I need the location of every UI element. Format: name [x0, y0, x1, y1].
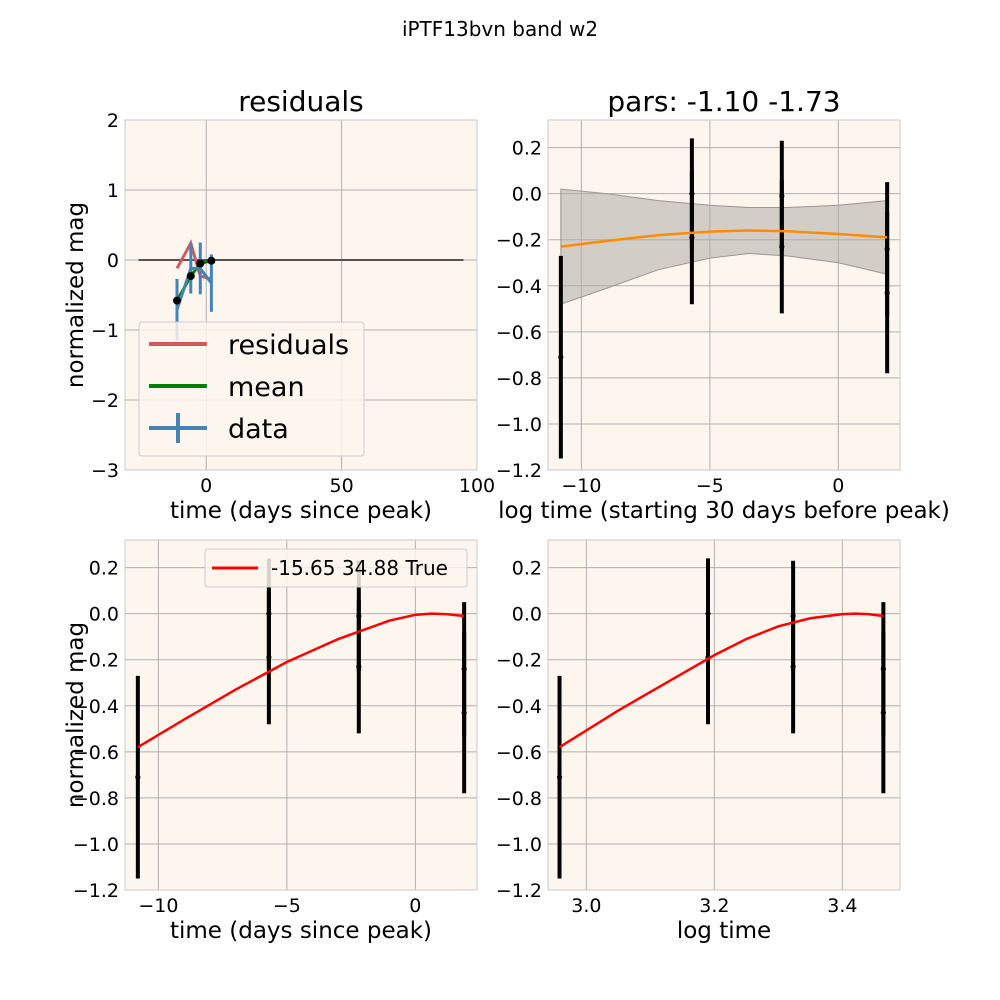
- y-tick-label: 0.2: [89, 558, 119, 580]
- data-point: [356, 664, 362, 670]
- y-tick-label: −1.0: [496, 414, 542, 436]
- plot-data: [558, 138, 890, 459]
- y-tick-label: 1: [107, 180, 119, 202]
- data-point: [172, 296, 181, 305]
- fit-curve: [560, 229, 888, 248]
- y-axis-label: normalized mag: [63, 622, 89, 808]
- data-point: [207, 256, 216, 265]
- y-tick-label: −0.4: [73, 696, 119, 718]
- legend-entry: mean: [228, 372, 305, 403]
- x-tick-label: 100: [459, 475, 495, 497]
- y-tick-label: −1.2: [496, 460, 542, 482]
- y-tick-label: −0.6: [496, 322, 542, 344]
- legend-box: [138, 321, 365, 457]
- y-tick-label: −1.2: [73, 880, 119, 902]
- series-line-data: [175, 266, 213, 311]
- y-tick-label: −1: [91, 320, 119, 342]
- x-tick-label: 0: [200, 475, 212, 497]
- x-tick-label: 50: [330, 475, 354, 497]
- legend-entry: data: [228, 414, 289, 445]
- data-point: [689, 234, 695, 241]
- x-axis-label: time (days since peak): [170, 918, 432, 944]
- axes-frame: [124, 119, 478, 471]
- x-tick-label: −10: [138, 895, 178, 917]
- data-point: [196, 259, 205, 268]
- panel-fit-logtime: 3.0 3.2 3.4 −1.2 −1.0 −0.8 −0.6 −0.4 −0.2 0.0 0.2 l…: [496, 539, 901, 944]
- panel-residuals: 0 50 100 −3 −2 −1 0 1 2 residuals time (days since…: [63, 85, 495, 524]
- y-tick-label: 0.2: [512, 558, 542, 580]
- data-point: [556, 774, 563, 780]
- data-point: [266, 654, 272, 661]
- x-tick-label: 3.2: [699, 895, 729, 917]
- y-tick-label: −0.6: [496, 742, 542, 764]
- data-point: [790, 664, 796, 670]
- y-tick-label: −3: [91, 460, 119, 482]
- y-tick-label: −1.0: [73, 834, 119, 856]
- legend: -15.65 34.88 True: [204, 548, 468, 588]
- x-tick-label: −5: [696, 475, 724, 497]
- fit-curve: [137, 612, 465, 749]
- y-tick-label: −0.8: [496, 368, 542, 390]
- x-axis-label: log time: [677, 918, 771, 944]
- y-tick-label: −2: [91, 390, 119, 412]
- legend-box: [204, 548, 468, 588]
- y-tick-label: −0.8: [73, 788, 119, 810]
- panel-title: residuals: [238, 85, 364, 118]
- figure-suptitle: iPTF13bvn band w2: [402, 17, 598, 41]
- plot-area: [548, 540, 900, 890]
- fit-curve: [558, 612, 884, 749]
- y-tick-label: −0.6: [73, 742, 119, 764]
- y-tick-label: 2: [107, 110, 119, 132]
- data-point: [884, 290, 890, 296]
- y-tick-label: −1.0: [496, 834, 542, 856]
- y-tick-label: −1.2: [496, 880, 542, 902]
- x-tick-label: 3.0: [571, 895, 601, 917]
- plot-area: [125, 540, 477, 890]
- y-tick-label: 0: [107, 250, 119, 272]
- panel-fit-time: −10 −5 0 −1.2 −1.0 −0.8 −0.6 −0.4 −0.2 0.0 0.2 time…: [63, 539, 478, 944]
- panel-title: pars: -1.10 -1.73: [607, 85, 840, 118]
- legend-entry: -15.65 34.88 True: [271, 556, 448, 580]
- x-tick-label: 0: [832, 475, 844, 497]
- plot-area: [548, 120, 900, 470]
- axes-frame: [547, 119, 901, 471]
- y-tick-label: −0.8: [496, 788, 542, 810]
- y-tick-label: 0.0: [512, 184, 542, 206]
- data-point: [880, 710, 886, 716]
- y-tick-label: −0.2: [73, 650, 119, 672]
- x-axis-label: time (days since peak): [170, 498, 432, 524]
- y-tick-label: 0.2: [512, 138, 542, 160]
- x-tick-label: −10: [561, 475, 601, 497]
- data-point: [779, 244, 785, 250]
- y-axis-label: normalized mag: [63, 202, 89, 388]
- x-axis-label: log time (starting 30 days before peak): [498, 498, 950, 524]
- plot-data: [556, 558, 886, 879]
- legend-entry: residuals: [228, 330, 349, 361]
- axes-frame: [547, 539, 901, 891]
- y-tick-label: 0.0: [512, 604, 542, 626]
- x-tick-label: −5: [273, 895, 301, 917]
- y-tick-label: −0.4: [496, 276, 542, 298]
- axes-frame: [124, 539, 478, 891]
- y-tick-label: −0.2: [496, 230, 542, 252]
- data-point: [461, 710, 467, 716]
- data-point: [558, 354, 564, 360]
- y-tick-label: 0.0: [89, 604, 119, 626]
- legend: residuals mean data: [138, 321, 365, 457]
- panel-pars: −10 −5 0 −1.2 −1.0 −0.8 −0.6 −0.4 −0.2 0.0 0.2 pars…: [496, 85, 950, 524]
- plot-data: [138, 239, 464, 341]
- data-point: [135, 774, 141, 780]
- y-tick-label: −0.4: [496, 696, 542, 718]
- x-tick-label: 0: [409, 895, 421, 917]
- y-tick-label: −0.2: [496, 650, 542, 672]
- x-tick-label: 3.4: [827, 895, 857, 917]
- data-point: [186, 272, 195, 281]
